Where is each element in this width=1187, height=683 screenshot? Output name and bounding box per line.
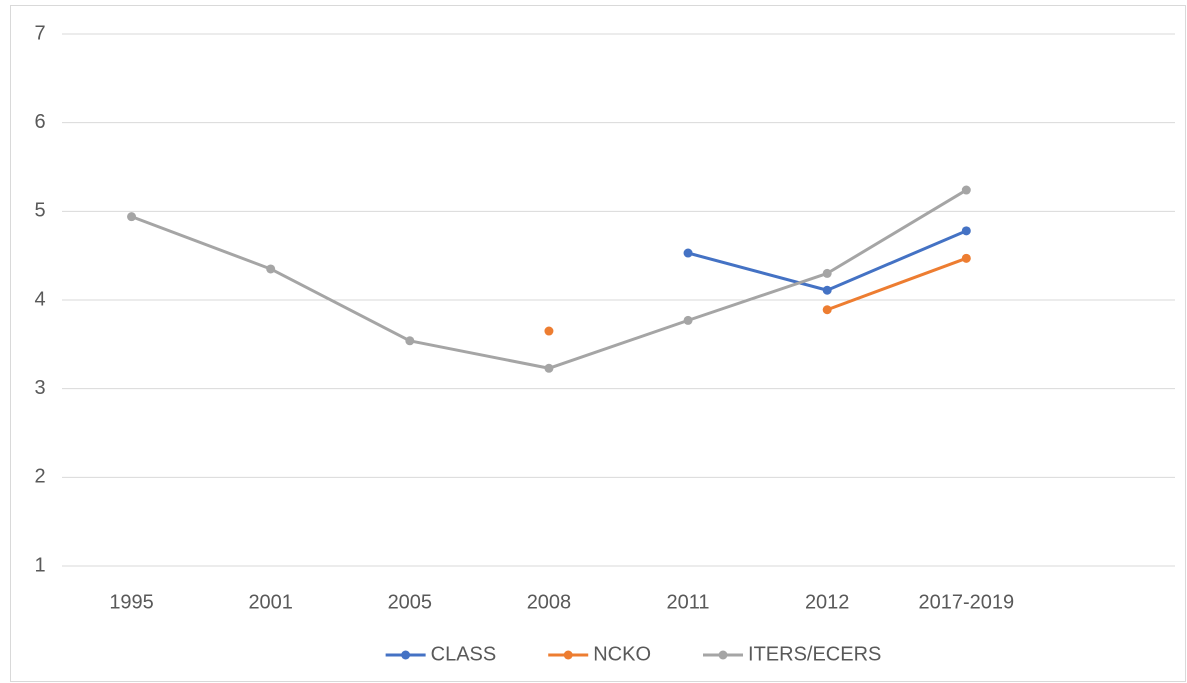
x-tick-label: 2008 (527, 591, 572, 613)
marker (544, 326, 554, 336)
marker (961, 226, 971, 236)
x-tick-label: 2005 (388, 591, 433, 613)
marker (405, 336, 415, 346)
y-tick-label: 3 (34, 377, 45, 399)
marker (683, 315, 693, 325)
legend-label: ITERS/ECERS (748, 643, 881, 665)
y-tick-label: 2 (34, 466, 45, 488)
legend-marker (563, 650, 573, 660)
x-tick-label: 2012 (805, 591, 850, 613)
series-line (826, 256, 967, 312)
marker (127, 212, 137, 222)
marker (544, 363, 554, 373)
x-tick-label: 2011 (667, 591, 710, 613)
x-tick-label: 1995 (109, 591, 154, 613)
y-tick-label: 5 (34, 200, 45, 222)
y-tick-label: 7 (34, 22, 45, 44)
legend-label: NCKO (593, 643, 651, 665)
y-tick-label: 4 (34, 288, 45, 310)
marker (683, 248, 693, 258)
marker (961, 253, 971, 263)
marker (822, 268, 832, 278)
marker (822, 305, 832, 315)
y-tick-label: 6 (34, 111, 45, 133)
x-tick-label: 2017-2019 (918, 591, 1014, 613)
y-tick-label: 1 (34, 554, 45, 576)
marker (961, 185, 971, 195)
marker (822, 285, 832, 295)
legend-marker (401, 650, 411, 660)
chart-frame (10, 5, 1186, 682)
x-tick-label: 2001 (248, 591, 293, 613)
legend-label: CLASS (431, 643, 497, 665)
marker (266, 264, 276, 274)
legend-marker (718, 650, 728, 660)
